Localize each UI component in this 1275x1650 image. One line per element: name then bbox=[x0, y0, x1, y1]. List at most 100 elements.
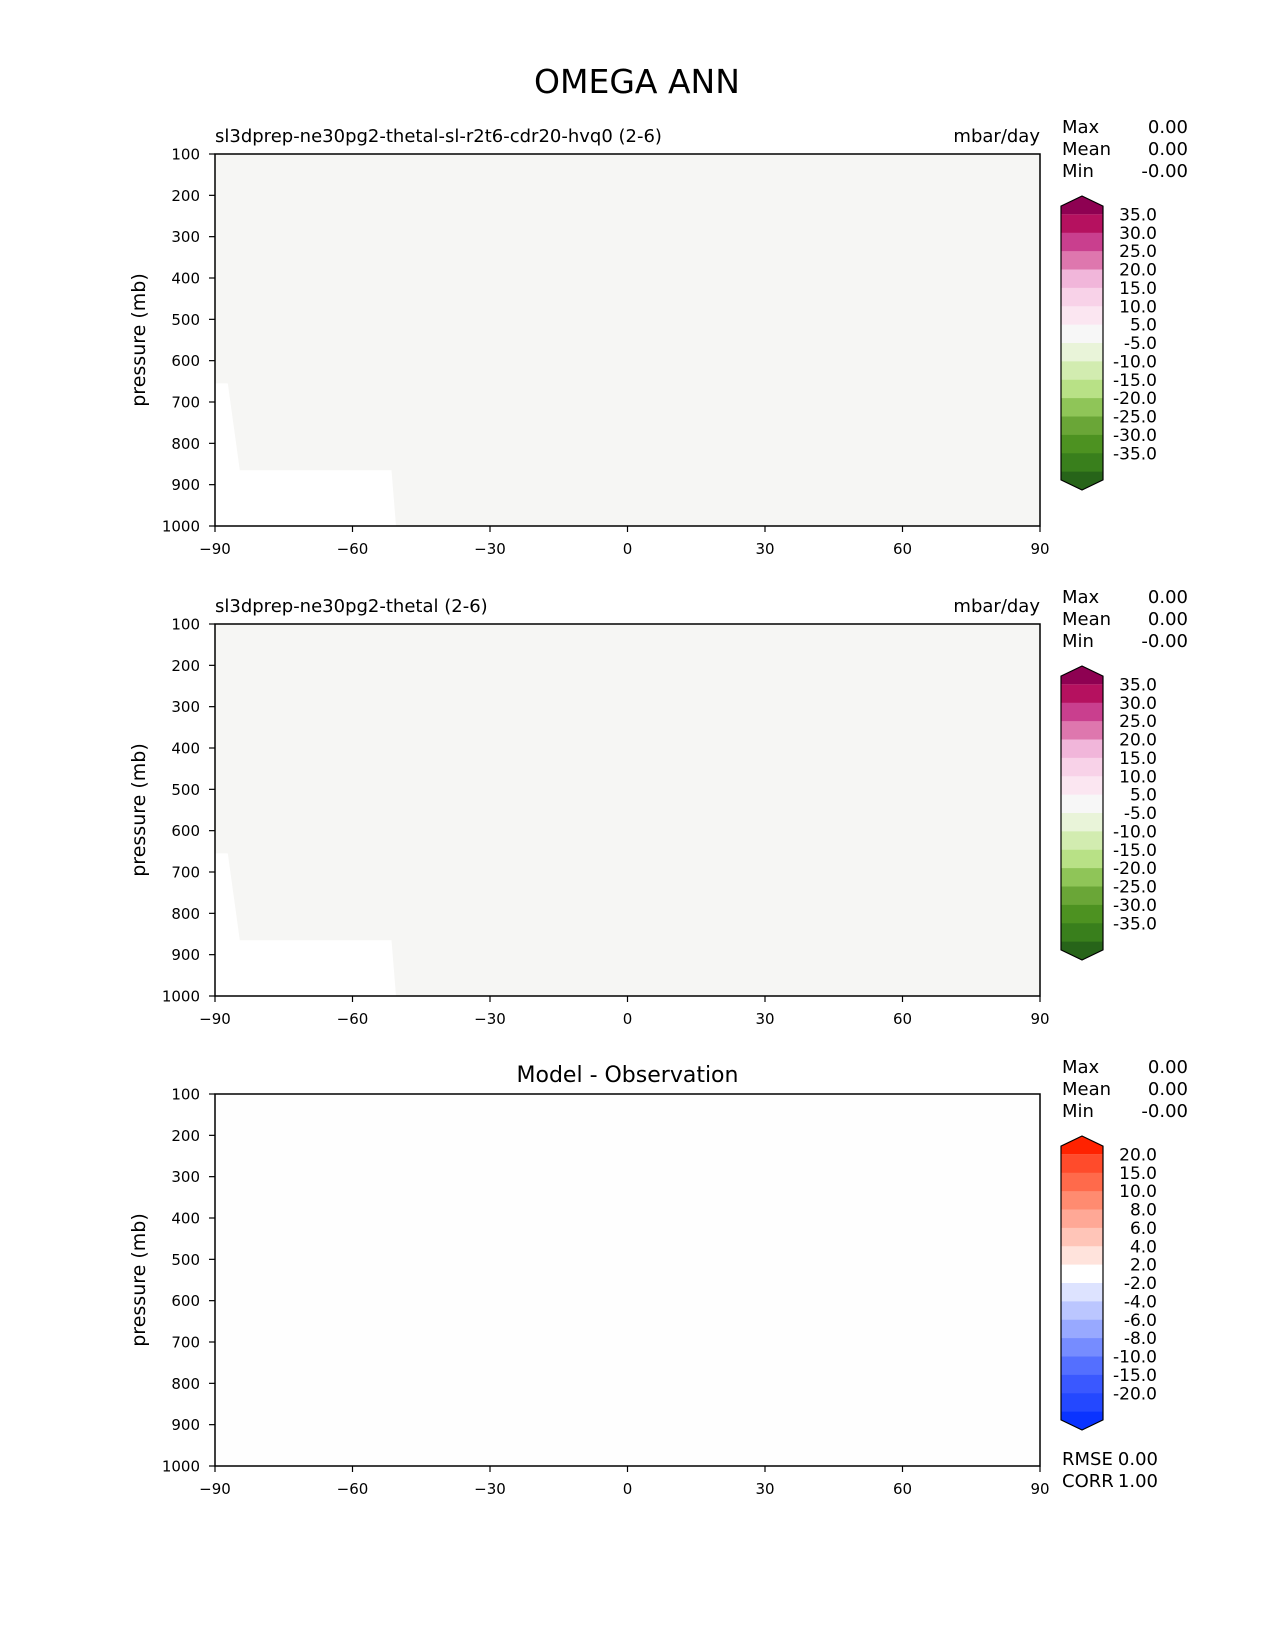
colorbar-tick-label: -2.0 bbox=[1124, 1274, 1157, 1294]
colorbar-extension-bottom bbox=[1061, 941, 1103, 960]
panel-title: Model - Observation bbox=[517, 1063, 739, 1088]
y-tick-label: 700 bbox=[171, 1334, 200, 1352]
colorbar-tick-label: -20.0 bbox=[1113, 859, 1157, 879]
colorbar-extension-top bbox=[1061, 1136, 1103, 1155]
colorbar-tick-label: -15.0 bbox=[1113, 841, 1157, 861]
stat-value: 0.00 bbox=[1148, 1057, 1188, 1078]
colorbar-segment bbox=[1061, 1172, 1103, 1192]
stat-label: CORR bbox=[1062, 1471, 1114, 1492]
y-tick-label: 300 bbox=[171, 228, 200, 246]
y-tick-label: 900 bbox=[171, 946, 200, 964]
colorbar-segment bbox=[1061, 886, 1103, 906]
y-tick-label: 100 bbox=[171, 146, 200, 164]
colorbar-tick-label: -4.0 bbox=[1124, 1292, 1157, 1312]
stat-label: Max bbox=[1062, 117, 1100, 138]
missing-data-region bbox=[215, 383, 396, 526]
stat-label: Max bbox=[1062, 1057, 1100, 1078]
colorbar-segment bbox=[1061, 232, 1103, 252]
y-tick-label: 700 bbox=[171, 864, 200, 882]
colorbar-segment bbox=[1061, 1301, 1103, 1321]
stat-value: 0.00 bbox=[1148, 1079, 1188, 1100]
stat-label: RMSE bbox=[1062, 1449, 1113, 1470]
colorbar-segment bbox=[1061, 849, 1103, 869]
panel-2: −90 −60 −30 0 30 60 90 100 200 300 400 500 600 700 800… bbox=[128, 587, 1188, 1028]
y-tick-label: 600 bbox=[171, 1292, 200, 1310]
y-tick-label: 800 bbox=[171, 435, 200, 453]
stat-value: 0.00 bbox=[1148, 117, 1188, 138]
x-tick-label: 90 bbox=[1030, 1480, 1049, 1498]
stat-label: Mean bbox=[1062, 1079, 1111, 1100]
colorbar-tick-label: 20.0 bbox=[1119, 731, 1157, 751]
y-tick-label: 400 bbox=[171, 740, 200, 758]
stat-label: Min bbox=[1062, 631, 1094, 652]
stat-label: Min bbox=[1062, 1101, 1094, 1122]
colorbar-segment bbox=[1061, 1319, 1103, 1339]
x-tick-label: 0 bbox=[623, 1010, 633, 1028]
colorbar-tick-label: -5.0 bbox=[1124, 804, 1157, 824]
contour-field bbox=[215, 624, 1040, 996]
x-tick-label: 60 bbox=[893, 540, 912, 558]
colorbar-tick-label: -20.0 bbox=[1113, 389, 1157, 409]
colorbar-segment bbox=[1061, 1356, 1103, 1376]
colorbar-tick-label: 10.0 bbox=[1119, 767, 1157, 787]
units-label: mbar/day bbox=[953, 126, 1040, 147]
missing-data-region bbox=[215, 853, 396, 996]
x-tick-label: 30 bbox=[755, 540, 774, 558]
colorbar-segment bbox=[1061, 831, 1103, 851]
colorbar-segment bbox=[1061, 721, 1103, 740]
y-axis-label: pressure (mb) bbox=[128, 743, 150, 877]
x-tick-label: −90 bbox=[199, 1480, 231, 1498]
colorbar-tick-label: 35.0 bbox=[1119, 675, 1157, 695]
x-tick-label: −30 bbox=[474, 1010, 506, 1028]
colorbar-tick-label: -5.0 bbox=[1124, 334, 1157, 354]
x-tick-label: 60 bbox=[893, 1010, 912, 1028]
colorbar-tick-label: 10.0 bbox=[1119, 297, 1157, 317]
colorbar-tick-label: 10.0 bbox=[1119, 1182, 1157, 1202]
stat-label: Mean bbox=[1062, 609, 1111, 630]
colorbar-segment bbox=[1061, 306, 1103, 326]
colorbar-segment bbox=[1061, 453, 1103, 473]
figure-title: OMEGA ANN bbox=[534, 62, 740, 101]
colorbar-tick-label: 15.0 bbox=[1119, 1164, 1157, 1184]
stat-value: 1.00 bbox=[1118, 1471, 1158, 1492]
y-tick-label: 500 bbox=[171, 781, 200, 799]
x-tick-label: −60 bbox=[337, 540, 369, 558]
colorbar-tick-label: 30.0 bbox=[1119, 224, 1157, 244]
stat-label: Max bbox=[1062, 587, 1100, 608]
colorbar-tick-label: -10.0 bbox=[1113, 1348, 1157, 1368]
colorbar: 35.030.025.020.015.010.05.0-5.0-10.0-15.… bbox=[1060, 665, 1157, 961]
y-tick-label: 200 bbox=[171, 1127, 200, 1145]
colorbar-tick-label: -10.0 bbox=[1113, 352, 1157, 372]
y-tick-label: 400 bbox=[171, 1210, 200, 1228]
stat-value: 0.00 bbox=[1118, 1449, 1158, 1470]
y-tick-label: 1000 bbox=[162, 518, 200, 536]
colorbar: 35.030.025.020.015.010.05.0-5.0-10.0-15.… bbox=[1060, 195, 1157, 491]
colorbar-outline bbox=[1060, 1135, 1104, 1431]
colorbar-segment bbox=[1061, 416, 1103, 436]
x-tick-label: 30 bbox=[755, 1010, 774, 1028]
colorbar-segment bbox=[1061, 702, 1103, 722]
colorbar-segment bbox=[1061, 379, 1103, 399]
colorbar-segment bbox=[1061, 214, 1103, 234]
colorbar-tick-label: 6.0 bbox=[1130, 1219, 1157, 1239]
colorbar-tick-label: -6.0 bbox=[1124, 1311, 1157, 1331]
colorbar-tick-label: 5.0 bbox=[1130, 786, 1157, 806]
y-tick-label: 100 bbox=[171, 1086, 200, 1104]
colorbar-extension-bottom bbox=[1061, 1411, 1103, 1430]
colorbar-tick-label: 25.0 bbox=[1119, 712, 1157, 732]
colorbar-tick-label: 4.0 bbox=[1130, 1237, 1157, 1257]
y-tick-label: 400 bbox=[171, 270, 200, 288]
colorbar-tick-label: -30.0 bbox=[1113, 896, 1157, 916]
colorbar-tick-label: 15.0 bbox=[1119, 749, 1157, 769]
x-tick-label: −90 bbox=[199, 540, 231, 558]
stat-label: Mean bbox=[1062, 139, 1111, 160]
colorbar-segment bbox=[1061, 324, 1103, 344]
contour-field bbox=[215, 1094, 1040, 1466]
x-tick-label: 0 bbox=[623, 540, 633, 558]
colorbar-extension-bottom bbox=[1061, 471, 1103, 490]
y-tick-label: 200 bbox=[171, 187, 200, 205]
colorbar-extension-top bbox=[1061, 196, 1103, 215]
colorbar-tick-label: 35.0 bbox=[1119, 205, 1157, 225]
y-tick-label: 900 bbox=[171, 476, 200, 494]
